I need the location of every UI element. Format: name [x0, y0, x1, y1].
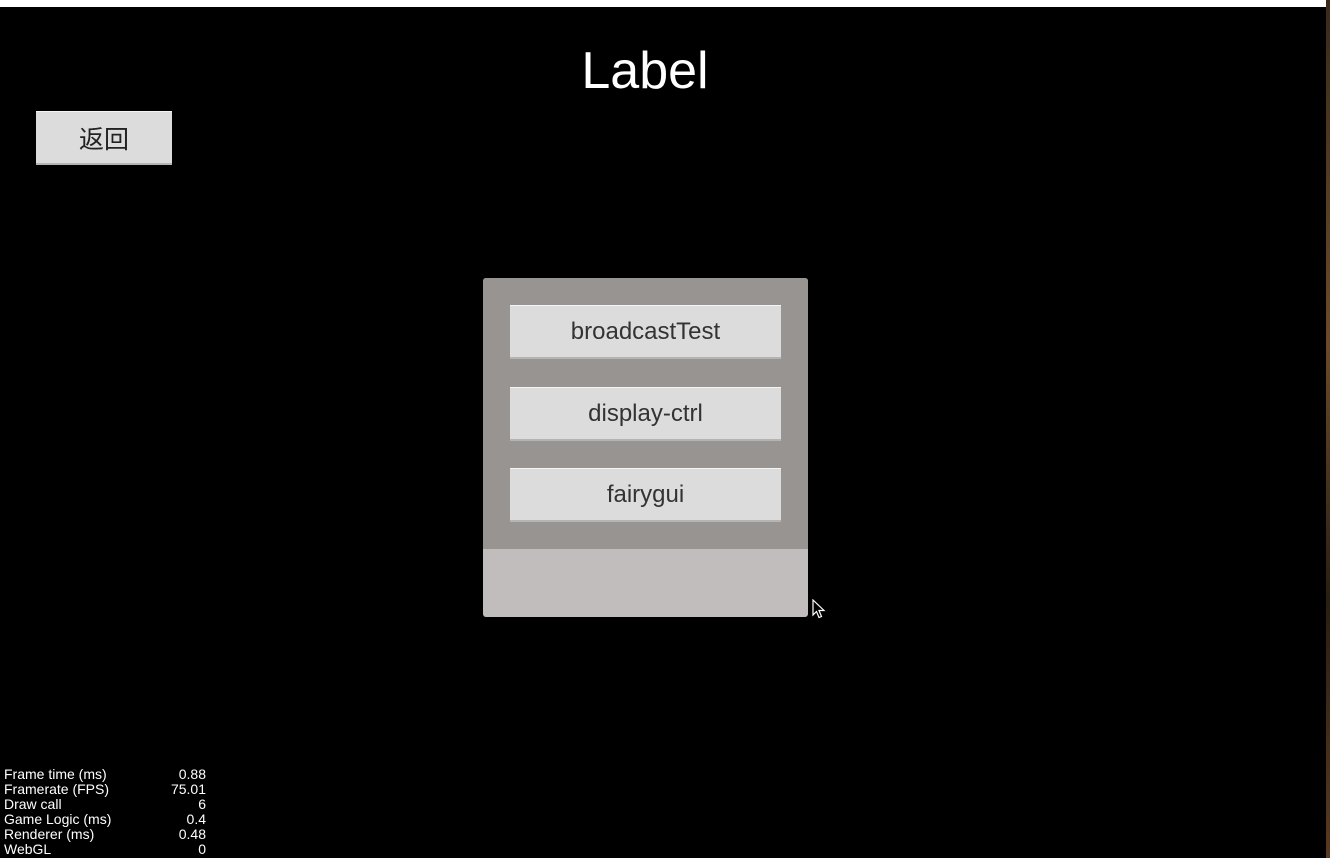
- stat-row: Game Logic (ms) 0.4: [4, 812, 206, 827]
- menu-panel: broadcastTest display-ctrl fairygui: [483, 278, 808, 617]
- scene-title: Label: [581, 42, 709, 100]
- debug-stats-panel: Frame time (ms) 0.88 Framerate (FPS) 75.…: [4, 767, 206, 857]
- broadcast-test-button[interactable]: broadcastTest: [510, 305, 781, 359]
- stat-value: 0.4: [186, 811, 206, 827]
- stat-row: Draw call 6: [4, 797, 206, 812]
- stat-value: 0.48: [178, 826, 206, 842]
- stat-label: Draw call: [4, 796, 62, 812]
- stat-row: Frame time (ms) 0.88: [4, 767, 206, 782]
- stat-row: WebGL 0: [4, 842, 206, 857]
- stat-label: Game Logic (ms): [4, 811, 112, 827]
- display-ctrl-button[interactable]: display-ctrl: [510, 387, 781, 441]
- game-canvas[interactable]: Label 返回 broadcastTest display-ctrl fair…: [0, 7, 1326, 858]
- window-edge: [1326, 0, 1330, 858]
- stat-value: 0.88: [178, 766, 206, 782]
- stat-value: 6: [198, 796, 206, 812]
- stat-label: Framerate (FPS): [4, 781, 110, 797]
- mouse-cursor-icon: [812, 599, 826, 619]
- stat-label: Renderer (ms): [4, 826, 95, 842]
- stat-value: 75.01: [170, 781, 206, 797]
- stat-label: Frame time (ms): [4, 766, 107, 782]
- back-button[interactable]: 返回: [36, 111, 172, 165]
- stat-value: 0: [198, 841, 206, 857]
- stat-row: Renderer (ms) 0.48: [4, 827, 206, 842]
- menu-list[interactable]: broadcastTest display-ctrl fairygui: [483, 278, 808, 549]
- stat-row: Framerate (FPS) 75.01: [4, 782, 206, 797]
- stat-label: WebGL: [4, 841, 52, 857]
- fairygui-button[interactable]: fairygui: [510, 468, 781, 522]
